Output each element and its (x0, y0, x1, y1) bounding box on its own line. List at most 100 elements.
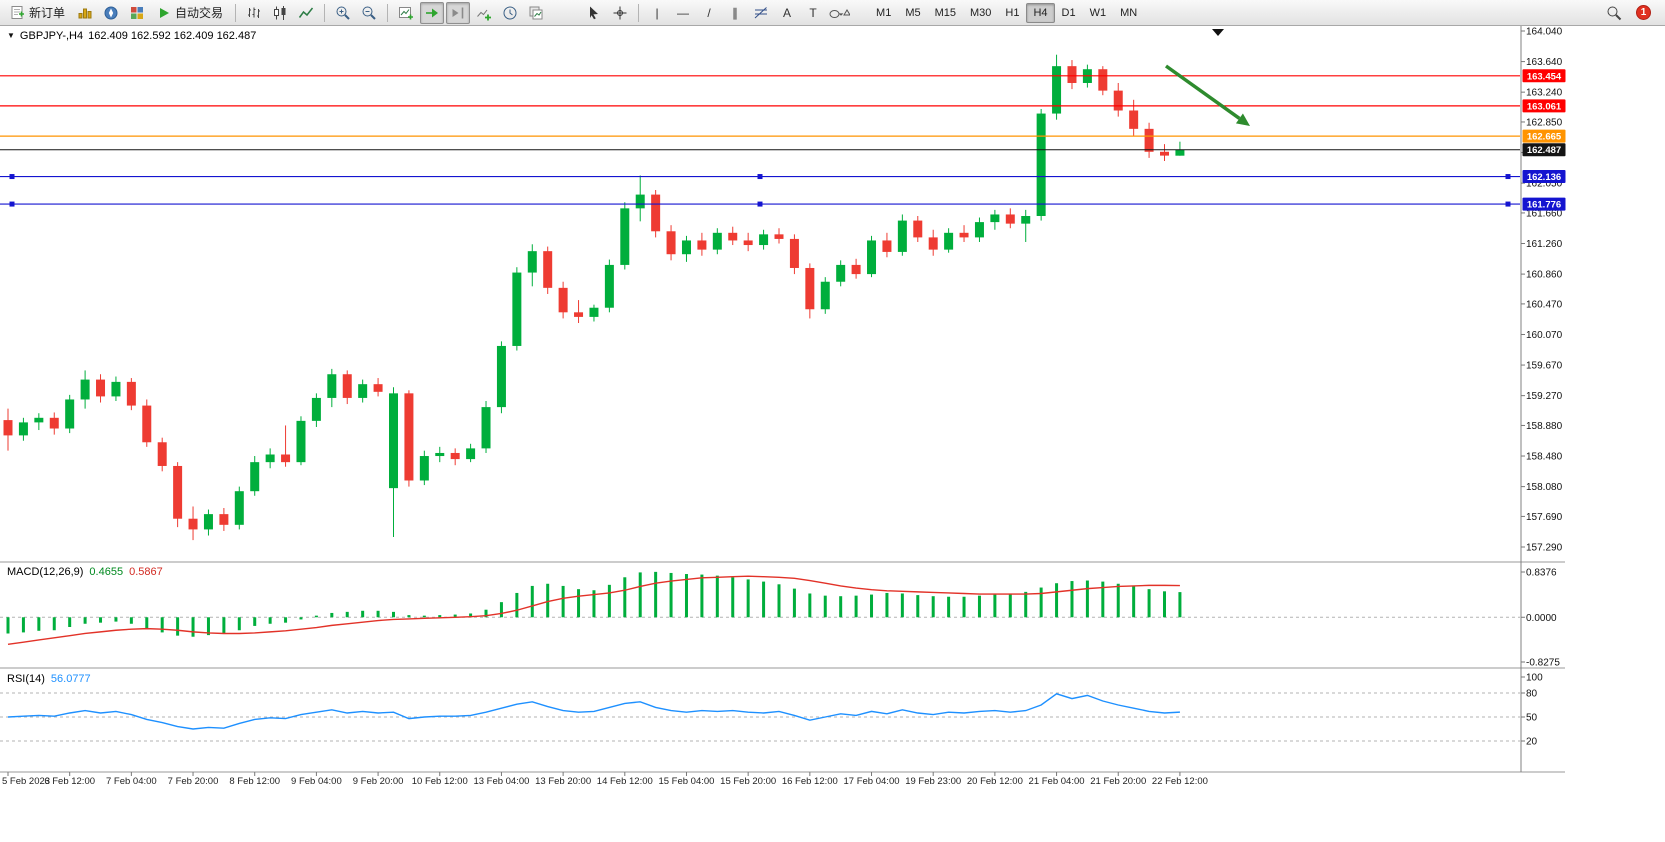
svg-text:162.487: 162.487 (1527, 145, 1561, 156)
time-axis-label: 8 Feb 12:00 (229, 776, 280, 786)
line-handle[interactable] (9, 174, 15, 180)
toolbar: 新订单 自动交易 | — / ∥ A T (0, 0, 1665, 26)
toolbar-separator (387, 3, 389, 22)
zoom-in-icon[interactable] (331, 2, 355, 24)
search-icon[interactable] (1602, 2, 1626, 24)
price-axis-label: 157.690 (1526, 512, 1563, 523)
rsi-indicator-label: RSI(14) 56.0777 (7, 673, 91, 685)
price-badge-161-776: 161.776 (1522, 197, 1566, 211)
shapes-tool[interactable] (827, 2, 851, 24)
macd-scale-label: 0.0000 (1526, 613, 1557, 624)
macd-main-value: 0.4655 (89, 566, 124, 578)
indicators-icon[interactable] (472, 2, 496, 24)
price-line-162-136[interactable] (0, 174, 1520, 180)
timeframe-m1[interactable]: M1 (876, 6, 892, 19)
price-badge-163-454: 163.454 (1522, 69, 1566, 83)
timeframe-m15[interactable]: M15 (934, 6, 956, 19)
cursor-icon[interactable] (582, 2, 606, 24)
price-badge-163-061: 163.061 (1522, 99, 1566, 113)
line-handle[interactable] (1505, 174, 1511, 180)
timeframe-d1[interactable]: D1 (1061, 6, 1076, 19)
periods-icon[interactable] (498, 2, 522, 24)
chart-area[interactable]: 0.8376 0.0000 -0.8275 100 80 50 20 164.040 163.6… (0, 26, 1665, 842)
rsi-value: 56.0777 (50, 673, 91, 685)
fibonacci-tool[interactable] (749, 2, 773, 24)
terminal-icon[interactable] (125, 2, 149, 24)
rsi-panel: 100 80 50 20 (0, 673, 1543, 748)
price-axis-label: 160.470 (1526, 299, 1563, 310)
autoscroll-toggle[interactable] (420, 1, 445, 24)
price-badge-162-665: 162.665 (1522, 129, 1566, 143)
macd-scale-label: -0.8275 (1526, 658, 1560, 669)
price-line-161-776[interactable] (0, 201, 1520, 207)
timeframe-h1[interactable]: H1 (1005, 6, 1020, 19)
time-axis-label: 7 Feb 04:00 (106, 776, 157, 786)
notification-badge[interactable]: 1 (1636, 5, 1651, 20)
time-axis-label: 22 Feb 12:00 (1152, 776, 1208, 786)
timeframe-w1[interactable]: W1 (1089, 6, 1107, 19)
time-axis-label: 9 Feb 20:00 (353, 776, 404, 786)
chart-ohlc-values: 162.409 162.592 162.409 162.487 (88, 30, 257, 42)
chart-canvas: 0.8376 0.0000 -0.8275 100 80 50 20 164.040 163.6… (0, 26, 1566, 786)
new-order-button[interactable]: 新订单 (4, 2, 71, 24)
trendline-tool[interactable]: / (707, 5, 711, 20)
trend-arrow-annotation[interactable] (1164, 64, 1250, 126)
chart-title: ▼ GBPJPY-,H4 162.409 162.592 162.409 162… (7, 30, 256, 42)
price-axis-label: 160.070 (1526, 330, 1563, 341)
candles (3, 54, 1185, 541)
bar-chart-icon[interactable] (242, 2, 266, 24)
new-order-icon (10, 5, 25, 20)
new-order-label: 新订单 (29, 6, 66, 20)
svg-text:163.061: 163.061 (1527, 101, 1562, 112)
svg-text:162.136: 162.136 (1527, 172, 1561, 183)
svg-text:161.776: 161.776 (1527, 200, 1561, 211)
line-chart-icon[interactable] (294, 2, 318, 24)
templates-icon[interactable] (524, 2, 548, 24)
price-axis-label: 158.880 (1526, 421, 1563, 432)
label-tool[interactable]: T (809, 5, 817, 20)
one-click-trading-toggle[interactable]: ▼ (7, 31, 15, 40)
rsi-line (7, 693, 1180, 730)
timeframe-m5[interactable]: M5 (905, 6, 921, 19)
time-axis-label: 16 Feb 12:00 (782, 776, 838, 786)
price-axis-label: 160.860 (1526, 270, 1563, 281)
zoom-out-icon[interactable] (357, 2, 381, 24)
time-axis-label: 14 Feb 12:00 (597, 776, 653, 786)
price-axis-label: 161.260 (1526, 239, 1563, 250)
autotrading-label: 自动交易 (175, 6, 224, 20)
candlestick-chart-icon[interactable] (268, 2, 292, 24)
text-tool[interactable]: A (783, 5, 792, 20)
price-badge-162-487: 162.487 (1522, 143, 1566, 157)
vertical-line-tool[interactable]: | (655, 5, 659, 20)
price-axis-label: 159.670 (1526, 361, 1563, 372)
new-chart-icon[interactable] (394, 2, 418, 24)
time-axis-label: 7 Feb 20:00 (168, 776, 219, 786)
time-axis-label: 6 Feb 12:00 (44, 776, 95, 786)
timeframe-group: M1 M5 M15 M30 H1 H4 D1 W1 MN (869, 2, 1144, 23)
channel-tool[interactable]: ∥ (732, 5, 739, 20)
horizontal-line-tool[interactable]: — (677, 5, 690, 20)
line-handle[interactable] (757, 201, 763, 207)
time-axis-label: 21 Feb 04:00 (1029, 776, 1085, 786)
toolbar-separator (235, 3, 237, 22)
line-handle[interactable] (1505, 201, 1511, 207)
autotrading-button[interactable]: 自动交易 (151, 2, 229, 24)
crosshair-icon[interactable] (608, 2, 632, 24)
market-watch-icon[interactable] (73, 2, 97, 24)
price-axis-label: 163.240 (1526, 88, 1563, 99)
price-axis-label: 157.290 (1526, 542, 1563, 553)
chart-shift-toggle[interactable] (446, 1, 471, 24)
timeframe-h4[interactable]: H4 (1026, 2, 1055, 23)
time-axis-label: 19 Feb 23:00 (905, 776, 961, 786)
time-axis-label: 15 Feb 20:00 (720, 776, 776, 786)
navigator-icon[interactable] (99, 2, 123, 24)
rsi-level-label: 50 (1526, 713, 1538, 724)
time-axis-label: 17 Feb 04:00 (844, 776, 900, 786)
timeframe-m30[interactable]: M30 (970, 6, 992, 19)
timeframe-mn[interactable]: MN (1120, 6, 1138, 19)
price-axis-label: 158.080 (1526, 482, 1563, 493)
rsi-name: RSI(14) (7, 673, 45, 685)
line-handle[interactable] (9, 201, 15, 207)
line-handle[interactable] (757, 174, 763, 180)
chart-shift-marker[interactable] (1212, 29, 1224, 36)
